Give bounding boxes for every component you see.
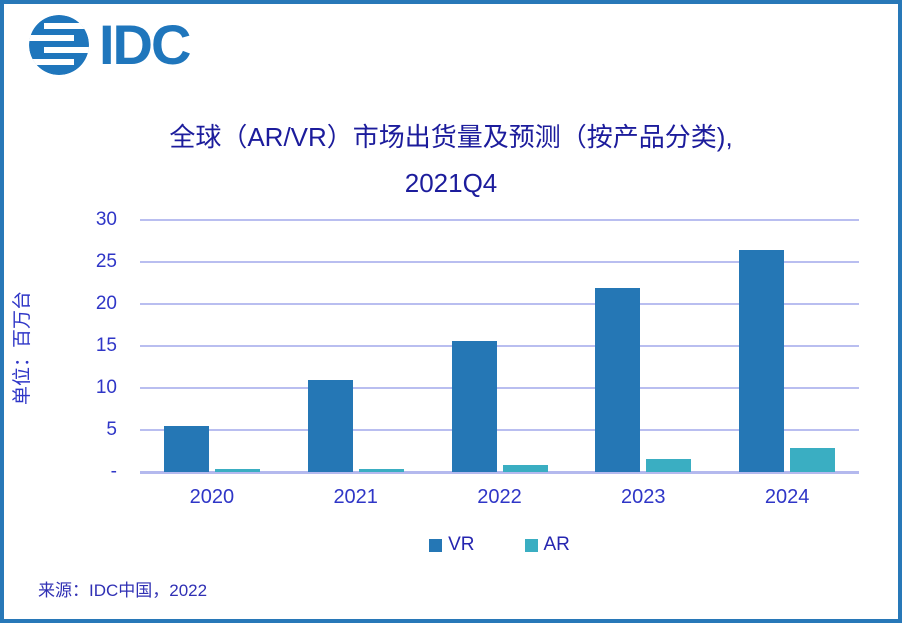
gridline (140, 261, 859, 263)
bar-ar-2020 (215, 469, 260, 472)
y-tick-label: 5 (106, 419, 117, 440)
gridline (140, 303, 859, 305)
bar-vr-2023 (595, 288, 641, 472)
y-tick-label: 30 (95, 209, 117, 230)
y-tick-label: - (110, 461, 117, 482)
y-tick-label: 20 (95, 293, 117, 314)
chart-title: 全球（AR/VR）市场出货量及预测（按产品分类), 2021Q4 (4, 114, 898, 206)
bar-vr-2021 (307, 380, 353, 472)
x-tick-label: 2023 (621, 486, 666, 508)
source-note: 来源：IDC中国，2022 (38, 581, 208, 600)
gridline (140, 345, 859, 347)
y-tick-label: 10 (95, 377, 117, 398)
bar-ar-2024 (790, 447, 836, 472)
gridline (140, 219, 859, 221)
legend-label-vr: VR (448, 534, 475, 555)
bar-ar-2021 (358, 469, 404, 472)
chart-title-line1: 全球（AR/VR）市场出货量及预测（按产品分类), (169, 122, 733, 152)
legend-item-vr: VR (429, 534, 475, 556)
x-tick-label: 2022 (477, 486, 522, 508)
legend-swatch-ar (524, 538, 538, 552)
gridline (140, 429, 859, 431)
plot-area (140, 219, 859, 474)
x-tick-label: 2020 (189, 486, 235, 508)
x-tick-label: 2021 (333, 486, 378, 508)
legend-label-ar: AR (543, 534, 570, 555)
bar-vr-2022 (451, 340, 497, 472)
y-tick-label: 15 (95, 335, 117, 356)
bar-ar-2022 (502, 465, 548, 472)
gridline (140, 387, 859, 389)
bar-vr-2024 (739, 250, 785, 472)
idc-logo: IDC (28, 13, 191, 76)
x-axis: 2020 2021 2022 2023 2024 (140, 486, 859, 512)
idc-globe-icon (29, 15, 89, 75)
legend-item-ar: AR (524, 534, 570, 556)
legend-swatch-vr (429, 538, 443, 552)
y-tick-label: 25 (95, 251, 117, 272)
bar-ar-2023 (646, 459, 692, 472)
chart-title-line2: 2021Q4 (404, 168, 498, 198)
legend: VR AR (140, 534, 859, 556)
idc-logo-text: IDC (99, 13, 191, 76)
axis-baseline (140, 471, 859, 474)
bar-vr-2020 (164, 425, 209, 472)
x-tick-label: 2024 (764, 486, 810, 508)
